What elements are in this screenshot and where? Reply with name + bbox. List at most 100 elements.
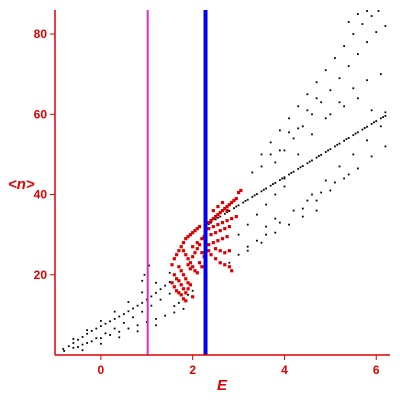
black-data-point-144 bbox=[283, 149, 286, 152]
black-data-point-78 bbox=[246, 198, 249, 201]
red-data-point-37 bbox=[186, 263, 190, 267]
black-data-point-82 bbox=[265, 187, 267, 190]
black-data-point-91 bbox=[306, 162, 309, 165]
red-data-point-71 bbox=[209, 233, 213, 237]
black-data-point-76 bbox=[237, 204, 240, 207]
red-data-point-94 bbox=[220, 200, 225, 205]
black-data-point-204 bbox=[269, 153, 272, 156]
black-data-point-195 bbox=[283, 185, 286, 188]
black-data-point-74 bbox=[228, 210, 231, 212]
black-data-point-61 bbox=[155, 324, 157, 327]
black-data-point-5 bbox=[86, 332, 89, 335]
black-data-point-153 bbox=[366, 41, 368, 43]
black-data-point-94 bbox=[320, 153, 323, 156]
black-data-point-52 bbox=[113, 310, 116, 313]
red-data-point-9 bbox=[177, 249, 181, 253]
black-data-point-117 bbox=[281, 177, 284, 180]
black-data-point-129 bbox=[260, 153, 263, 156]
red-data-point-24 bbox=[186, 281, 190, 285]
black-data-point-154 bbox=[375, 31, 378, 33]
black-data-point-21 bbox=[159, 288, 162, 291]
black-data-point-58 bbox=[99, 342, 102, 345]
black-data-point-108 bbox=[384, 115, 387, 117]
x-tick-label-2: 4 bbox=[281, 363, 288, 377]
black-data-point-101 bbox=[352, 134, 355, 137]
red-data-point-14 bbox=[184, 253, 188, 257]
black-data-point-6 bbox=[90, 330, 93, 332]
black-data-point-188 bbox=[301, 215, 304, 218]
black-data-point-99 bbox=[343, 139, 346, 142]
black-data-point-77 bbox=[242, 201, 245, 204]
black-data-point-111 bbox=[226, 211, 228, 214]
black-data-point-67 bbox=[187, 293, 189, 296]
black-data-point-170 bbox=[301, 207, 304, 210]
black-data-point-136 bbox=[324, 69, 327, 72]
red-data-point-29 bbox=[179, 283, 183, 287]
red-data-point-53 bbox=[211, 217, 215, 221]
black-data-point-180 bbox=[306, 199, 309, 202]
black-data-point-23 bbox=[168, 281, 171, 283]
red-data-point-33 bbox=[172, 285, 176, 289]
black-data-point-20 bbox=[155, 291, 157, 294]
black-data-point-199 bbox=[256, 239, 258, 242]
red-data-point-27 bbox=[175, 277, 179, 281]
red-data-point-95 bbox=[225, 208, 229, 213]
black-data-point-156 bbox=[283, 177, 286, 180]
red-data-point-57 bbox=[220, 208, 225, 213]
black-data-point-44 bbox=[132, 316, 134, 319]
black-data-point-211 bbox=[343, 105, 346, 108]
black-data-point-177 bbox=[265, 233, 267, 236]
red-data-point-22 bbox=[181, 273, 186, 277]
red-data-point-76 bbox=[207, 243, 211, 247]
black-data-point-181 bbox=[320, 191, 323, 194]
red-data-point-35 bbox=[177, 291, 181, 295]
black-data-point-145 bbox=[292, 137, 295, 140]
black-data-point-191 bbox=[246, 223, 249, 226]
black-data-point-37 bbox=[182, 307, 185, 310]
red-data-point-72 bbox=[214, 231, 218, 235]
red-data-point-66 bbox=[216, 223, 220, 227]
black-data-point-66 bbox=[178, 301, 180, 304]
black-data-point-73 bbox=[223, 212, 226, 215]
red-data-point-40 bbox=[193, 251, 197, 255]
black-data-point-14 bbox=[127, 310, 130, 313]
red-data-point-2 bbox=[186, 235, 190, 239]
red-data-point-62 bbox=[232, 198, 236, 203]
black-data-point-171 bbox=[315, 199, 318, 202]
red-data-point-69 bbox=[230, 217, 234, 221]
axes-layer bbox=[54, 10, 390, 356]
black-data-point-65 bbox=[173, 305, 176, 307]
black-data-point-90 bbox=[301, 165, 304, 167]
black-data-point-132 bbox=[288, 117, 290, 120]
black-data-point-87 bbox=[288, 173, 290, 176]
y-tick-label-2: 60 bbox=[34, 107, 48, 121]
black-data-point-75 bbox=[233, 207, 235, 210]
x-tick-label-0: 0 bbox=[98, 363, 105, 377]
black-data-point-205 bbox=[278, 149, 281, 152]
red-data-point-44 bbox=[195, 241, 199, 245]
red-data-point-60 bbox=[227, 202, 231, 207]
black-data-point-47 bbox=[159, 298, 162, 301]
black-data-point-198 bbox=[246, 245, 249, 248]
black-data-point-12 bbox=[118, 315, 121, 318]
black-data-point-121 bbox=[317, 155, 320, 157]
black-data-point-160 bbox=[338, 101, 341, 104]
red-data-point-70 bbox=[234, 215, 238, 219]
black-data-point-70 bbox=[210, 221, 212, 224]
black-data-point-216 bbox=[356, 13, 359, 15]
red-data-point-0 bbox=[181, 241, 186, 245]
black-data-point-128 bbox=[382, 116, 385, 119]
black-data-point-152 bbox=[356, 53, 359, 56]
black-data-point-175 bbox=[370, 155, 373, 158]
red-data-point-59 bbox=[225, 204, 229, 209]
red-data-point-88 bbox=[214, 247, 218, 251]
red-data-point-7 bbox=[197, 225, 202, 229]
black-data-point-167 bbox=[352, 153, 355, 156]
black-data-point-93 bbox=[315, 156, 318, 159]
black-data-point-40 bbox=[95, 337, 98, 340]
black-data-point-110 bbox=[217, 216, 219, 219]
black-data-point-140 bbox=[361, 23, 364, 25]
vertical-lines-layer bbox=[146, 10, 208, 355]
black-data-point-120 bbox=[308, 160, 311, 163]
red-data-point-50 bbox=[200, 265, 204, 269]
